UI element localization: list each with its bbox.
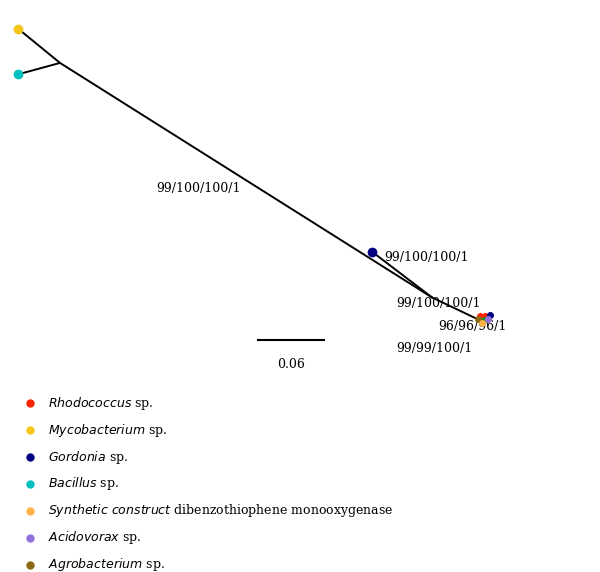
Text: 99/100/100/1: 99/100/100/1 bbox=[396, 297, 481, 309]
Text: 99/100/100/1: 99/100/100/1 bbox=[156, 182, 241, 195]
Text: 96/96/96/1: 96/96/96/1 bbox=[438, 320, 506, 332]
Text: $\it{Synthetic\ construct}$ dibenzothiophene monooxygenase: $\it{Synthetic\ construct}$ dibenzothiop… bbox=[48, 502, 394, 519]
Text: 99/99/100/1: 99/99/100/1 bbox=[396, 343, 472, 355]
Text: $\it{Bacillus}$ sp.: $\it{Bacillus}$ sp. bbox=[48, 475, 119, 492]
Text: 99/100/100/1: 99/100/100/1 bbox=[384, 251, 469, 264]
Text: $\it{Gordonia}$ sp.: $\it{Gordonia}$ sp. bbox=[48, 448, 128, 466]
Text: $\it{Acidovorax}$ sp.: $\it{Acidovorax}$ sp. bbox=[48, 529, 142, 546]
Text: $\it{Agrobacterium}$ sp.: $\it{Agrobacterium}$ sp. bbox=[48, 556, 165, 572]
Text: $\it{Rhodococcus}$ sp.: $\it{Rhodococcus}$ sp. bbox=[48, 395, 154, 412]
Text: $\it{Mycobacterium}$ sp.: $\it{Mycobacterium}$ sp. bbox=[48, 422, 167, 439]
Text: 0.06: 0.06 bbox=[277, 358, 305, 371]
